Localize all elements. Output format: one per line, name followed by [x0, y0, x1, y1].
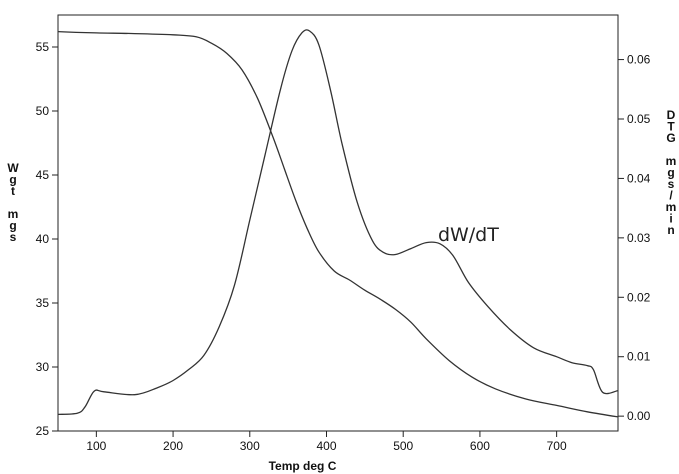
x-tick-label: 700	[547, 439, 567, 453]
right-y-tick-label: 0.05	[627, 112, 651, 126]
left-y-tick-label: 45	[36, 168, 50, 182]
right-y-title-letter: T	[667, 120, 675, 134]
right-y-axis-ticks: 0.00 0.01 0.02 0.03 0.04 0.05 0.06	[618, 53, 651, 423]
left-y-title-letter: t	[11, 184, 15, 198]
left-y-tick-label: 50	[36, 104, 50, 118]
right-y-title-letter: i	[669, 212, 672, 226]
right-y-tick-label: 0.03	[627, 231, 651, 245]
right-y-tick-label: 0.04	[627, 171, 651, 185]
x-tick-label: 100	[86, 439, 106, 453]
right-y-title-letter: m	[666, 154, 677, 168]
left-y-title-letter: s	[10, 230, 17, 244]
plot-frame	[57, 14, 619, 432]
right-y-title-letter: s	[668, 177, 675, 191]
left-y-title-letter: g	[9, 219, 16, 233]
dwdt-annotation: dW/dT	[438, 224, 499, 246]
right-y-title-letter: D	[667, 108, 676, 122]
right-y-title-letter: m	[666, 200, 677, 214]
annotations: dW/dT	[438, 224, 499, 246]
right-y-title-letter: n	[667, 223, 674, 237]
x-tick-label: 200	[163, 439, 183, 453]
right-y-title-letter: G	[666, 131, 675, 145]
dtg-series-line	[57, 29, 619, 416]
right-y-title-letter: /	[669, 189, 673, 203]
right-y-title-letter: g	[667, 166, 674, 180]
x-axis-ticks: 100 200 300 400 500 600 700	[86, 431, 567, 453]
left-y-tick-label: 55	[36, 40, 50, 54]
x-tick-label: 600	[470, 439, 490, 453]
x-axis-title: Temp deg C	[269, 459, 337, 473]
left-y-tick-label: 25	[36, 424, 50, 438]
left-y-tick-label: 40	[36, 232, 50, 246]
right-y-tick-label: 0.02	[627, 290, 651, 304]
series-group	[57, 29, 619, 418]
weight-series-line	[57, 30, 619, 418]
left-y-title-letter: m	[8, 207, 19, 221]
left-y-tick-label: 35	[36, 296, 50, 310]
right-y-tick-label: 0.06	[627, 53, 651, 67]
x-tick-label: 500	[393, 439, 413, 453]
left-y-axis-ticks: 25 30 35 40 45 50 55	[36, 40, 58, 438]
right-y-tick-label: 0.00	[627, 409, 651, 423]
left-y-title-letter: W	[7, 161, 19, 175]
right-y-tick-label: 0.01	[627, 350, 651, 364]
left-y-title-letter: g	[9, 173, 16, 187]
x-tick-label: 300	[240, 439, 260, 453]
left-y-tick-label: 30	[36, 360, 50, 374]
x-tick-label: 400	[316, 439, 336, 453]
